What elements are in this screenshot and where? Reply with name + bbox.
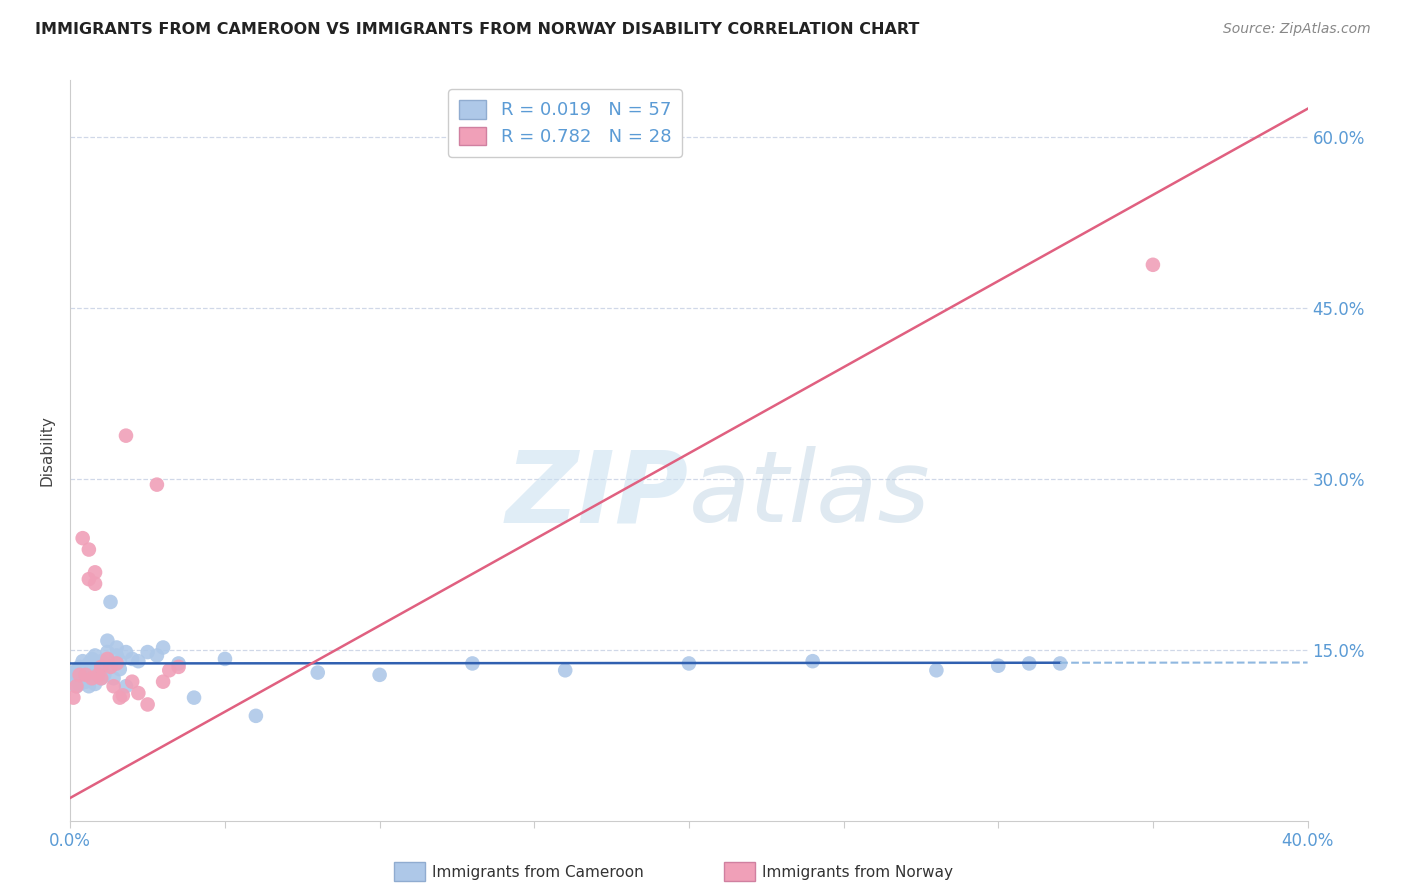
Point <box>93 657 115 671</box>
Point <box>111 689 134 703</box>
Point <box>368 668 391 682</box>
Point <box>96 652 118 666</box>
Point <box>65 663 87 677</box>
Point <box>90 663 112 677</box>
Point <box>69 660 91 674</box>
Point <box>87 660 110 674</box>
Point <box>75 674 97 689</box>
Point <box>84 576 107 591</box>
Point <box>77 657 100 671</box>
Point <box>152 674 174 689</box>
Point <box>62 665 84 680</box>
Point <box>90 671 112 685</box>
Point <box>96 645 118 659</box>
Point <box>987 658 1010 673</box>
Point <box>115 428 138 442</box>
Point <box>307 665 329 680</box>
Text: ZIP: ZIP <box>506 446 689 543</box>
Point <box>925 663 948 677</box>
Point <box>146 648 169 663</box>
Point <box>80 652 103 666</box>
Point <box>115 645 138 659</box>
Point <box>801 654 824 668</box>
Point <box>136 645 159 659</box>
Point <box>72 531 94 545</box>
Point <box>554 663 576 677</box>
Point <box>62 690 84 705</box>
Point <box>157 663 180 677</box>
Point <box>121 652 143 666</box>
Point <box>72 654 94 668</box>
Point <box>84 648 107 663</box>
Point <box>127 654 149 668</box>
Point <box>80 671 103 685</box>
Point <box>75 668 97 682</box>
Point <box>72 671 94 685</box>
Point <box>103 679 125 693</box>
Point <box>65 679 87 693</box>
Point <box>108 662 131 676</box>
Point <box>100 660 122 674</box>
Point <box>100 595 122 609</box>
Point <box>121 674 143 689</box>
Point <box>152 640 174 655</box>
Point <box>77 542 100 557</box>
Point <box>105 657 128 671</box>
Point <box>1018 657 1040 671</box>
Point <box>80 671 103 685</box>
Point <box>93 668 115 682</box>
Point <box>77 572 100 586</box>
Text: Source: ZipAtlas.com: Source: ZipAtlas.com <box>1223 22 1371 37</box>
Point <box>77 668 100 682</box>
Text: Immigrants from Norway: Immigrants from Norway <box>762 865 953 880</box>
Point <box>108 654 131 668</box>
Point <box>65 679 87 693</box>
Point <box>69 677 91 691</box>
Point <box>136 698 159 712</box>
Point <box>90 654 112 668</box>
Point <box>1049 657 1071 671</box>
Point <box>87 668 110 682</box>
Point <box>1142 258 1164 272</box>
Point <box>105 640 128 655</box>
Text: IMMIGRANTS FROM CAMEROON VS IMMIGRANTS FROM NORWAY DISABILITY CORRELATION CHART: IMMIGRANTS FROM CAMEROON VS IMMIGRANTS F… <box>35 22 920 37</box>
Point <box>678 657 700 671</box>
Point <box>69 668 91 682</box>
Point <box>90 660 112 674</box>
Y-axis label: Disability: Disability <box>39 415 55 486</box>
Legend: R = 0.019   N = 57, R = 0.782   N = 28: R = 0.019 N = 57, R = 0.782 N = 28 <box>449 89 682 157</box>
Point <box>75 665 97 680</box>
Point <box>108 690 131 705</box>
Point <box>84 677 107 691</box>
Point <box>183 690 205 705</box>
Point <box>127 686 149 700</box>
Point <box>84 665 107 680</box>
Point <box>103 671 125 685</box>
Point <box>214 652 236 666</box>
Point <box>80 660 103 674</box>
Text: atlas: atlas <box>689 446 931 543</box>
Point <box>62 671 84 685</box>
Point <box>146 477 169 491</box>
Point <box>84 566 107 580</box>
Point <box>90 671 112 685</box>
Point <box>167 657 190 671</box>
Point <box>69 668 91 682</box>
Point <box>77 679 100 693</box>
Point <box>96 633 118 648</box>
Point <box>167 660 190 674</box>
Point <box>105 648 128 663</box>
Point <box>245 709 267 723</box>
Text: Immigrants from Cameroon: Immigrants from Cameroon <box>432 865 644 880</box>
Point <box>100 660 122 674</box>
Point <box>87 668 110 682</box>
Point <box>461 657 484 671</box>
Point <box>115 679 138 693</box>
